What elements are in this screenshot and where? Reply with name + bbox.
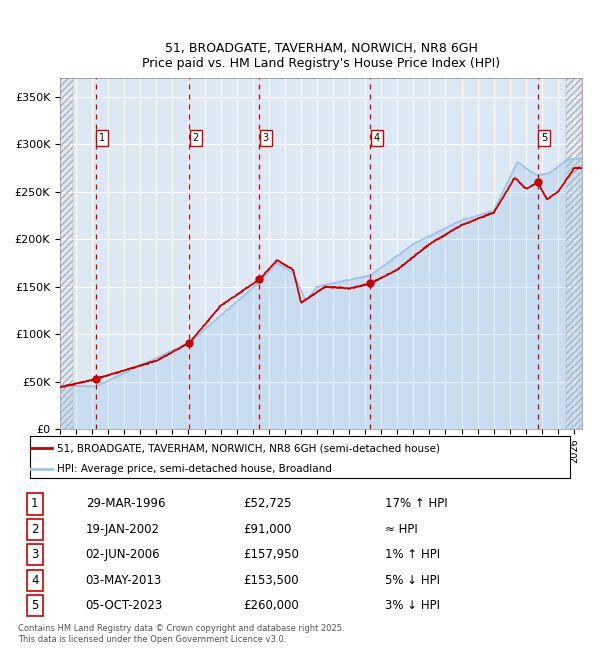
Text: ≈ HPI: ≈ HPI: [385, 523, 418, 536]
Text: 51, BROADGATE, TAVERHAM, NORWICH, NR8 6GH (semi-detached house): 51, BROADGATE, TAVERHAM, NORWICH, NR8 6G…: [57, 443, 440, 453]
Text: HPI: Average price, semi-detached house, Broadland: HPI: Average price, semi-detached house,…: [57, 464, 332, 474]
Text: £91,000: £91,000: [244, 523, 292, 536]
Text: 5% ↓ HPI: 5% ↓ HPI: [385, 574, 440, 587]
Text: 3% ↓ HPI: 3% ↓ HPI: [385, 599, 440, 612]
Text: 3: 3: [31, 548, 38, 561]
Title: 51, BROADGATE, TAVERHAM, NORWICH, NR8 6GH
Price paid vs. HM Land Registry's Hous: 51, BROADGATE, TAVERHAM, NORWICH, NR8 6G…: [142, 42, 500, 70]
Text: 3: 3: [263, 133, 269, 142]
Bar: [60, 78, 73, 429]
Text: £157,950: £157,950: [244, 548, 299, 561]
Text: 4: 4: [31, 574, 38, 587]
Text: 03-MAY-2013: 03-MAY-2013: [86, 574, 162, 587]
Text: 02-JUN-2006: 02-JUN-2006: [86, 548, 160, 561]
Text: 05-OCT-2023: 05-OCT-2023: [86, 599, 163, 612]
Text: £153,500: £153,500: [244, 574, 299, 587]
Text: 2: 2: [193, 133, 199, 142]
Text: £52,725: £52,725: [244, 497, 292, 510]
Text: £260,000: £260,000: [244, 599, 299, 612]
Text: 2: 2: [31, 523, 38, 536]
Text: 5: 5: [541, 133, 547, 142]
Text: Contains HM Land Registry data © Crown copyright and database right 2025.
This d: Contains HM Land Registry data © Crown c…: [18, 624, 344, 644]
Text: 1: 1: [31, 497, 38, 510]
FancyBboxPatch shape: [30, 436, 570, 478]
Text: 4: 4: [374, 133, 380, 142]
Text: 5: 5: [31, 599, 38, 612]
Text: 17% ↑ HPI: 17% ↑ HPI: [385, 497, 447, 510]
Text: 19-JAN-2002: 19-JAN-2002: [86, 523, 160, 536]
Text: 29-MAR-1996: 29-MAR-1996: [86, 497, 165, 510]
Text: 1% ↑ HPI: 1% ↑ HPI: [385, 548, 440, 561]
Text: 1: 1: [99, 133, 105, 142]
